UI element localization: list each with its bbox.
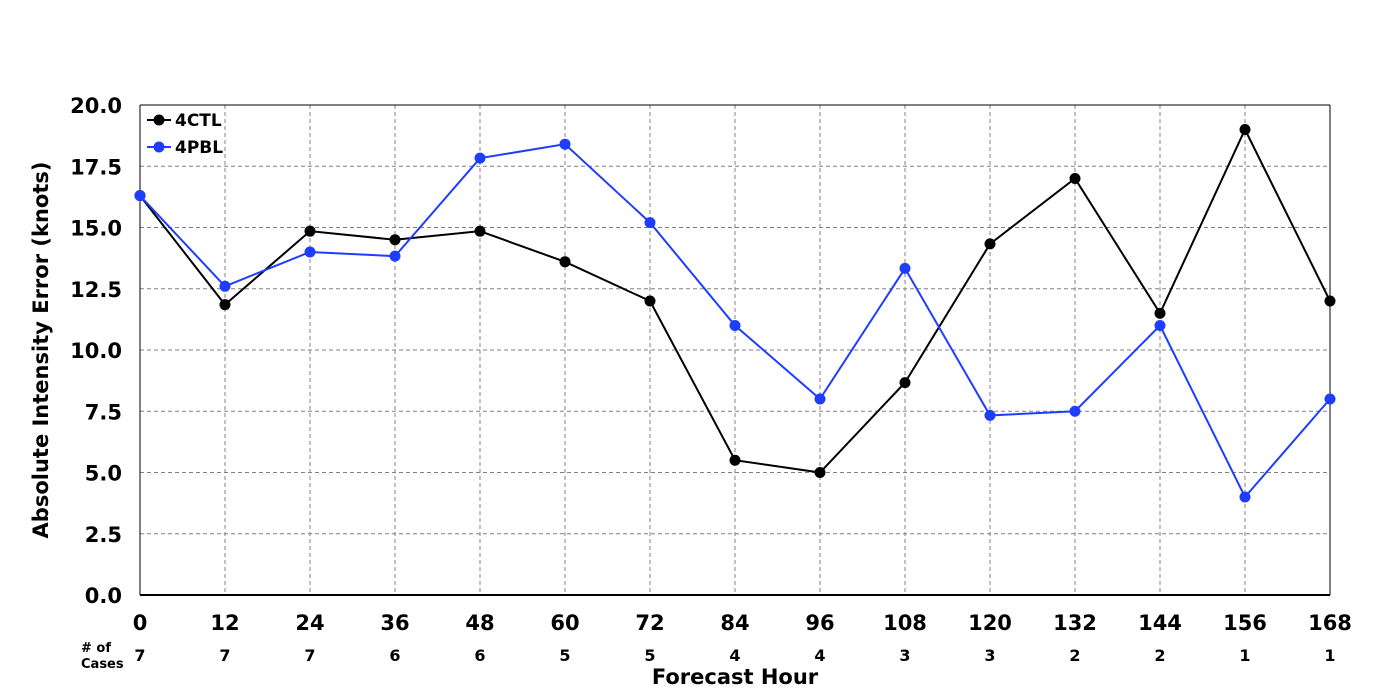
y-tick-label: 15.0 [70,217,122,241]
y-tick-label: 10.0 [70,339,122,363]
cases-value: 7 [304,646,315,665]
data-point-4PBL [304,246,316,258]
cases-value: 5 [559,646,570,665]
series-4PBL [134,138,1336,503]
data-point-4CTL [899,377,911,389]
grid-lines [140,104,1330,595]
data-point-4PBL [814,393,826,405]
x-tick-label: 0 [133,611,148,635]
y-tick-label: 7.5 [85,400,122,424]
x-tick-label: 168 [1308,611,1352,635]
cases-value: 2 [1154,646,1165,665]
cases-value: 6 [474,646,485,665]
y-tick-label: 2.5 [85,523,122,547]
data-point-4CTL [1324,295,1336,307]
x-tick-label: 96 [805,611,834,635]
x-tick-label: 60 [550,611,579,635]
data-point-4PBL [559,138,571,150]
x-tick-label: 36 [380,611,409,635]
data-point-4CTL [1239,124,1251,135]
cases-label-line2: Cases [81,657,124,672]
y-tick-label: 5.0 [85,462,122,486]
data-point-4PBL [1154,320,1166,331]
cases-value: 7 [134,646,145,665]
x-tick-label: 156 [1223,611,1267,635]
x-tick-label: 132 [1053,611,1097,635]
data-point-4PBL [1324,393,1336,405]
data-point-4CTL [559,256,571,268]
y-axis-title: Absolute Intensity Error (knots) [29,162,53,539]
legend-label-4CTL: 4CTL [175,111,222,131]
cases-value: 7 [219,646,230,665]
cases-value: 3 [899,646,910,665]
cases-row: # of Cases 7 7 7 6 6 5 5 4 4 3 3 2 2 1 1 [81,641,1336,672]
data-point-4PBL [389,250,401,262]
data-point-4CTL [1154,307,1166,319]
data-point-4CTL [984,238,996,250]
cases-value: 3 [984,646,995,665]
y-tick-label: 20.0 [70,94,122,118]
data-point-4CTL [814,467,826,478]
data-point-4CTL [1069,173,1081,184]
x-tick-label: 48 [465,611,494,635]
data-point-4PBL [1069,405,1081,417]
legend-marker-4CTL [153,114,165,126]
data-point-4PBL [134,190,146,202]
cases-value: 6 [389,646,400,665]
series-lines [134,124,1336,503]
cases-value: 4 [729,646,740,665]
x-tick-label: 24 [295,611,324,635]
data-point-4CTL [729,454,741,466]
y-tick-label: 12.5 [70,278,122,302]
y-tick-label: 0.0 [85,584,122,608]
cases-value: 5 [644,646,655,665]
data-point-4PBL [899,262,911,274]
data-point-4CTL [389,234,401,246]
data-point-4CTL [219,299,231,311]
x-tick-label: 120 [968,611,1012,635]
legend: 4CTL 4PBL [147,111,223,158]
x-tick-label: 12 [210,611,239,635]
tick-labels: 0.0 2.5 5.0 7.5 10.0 12.5 15.0 17.5 20.0 0 12 24 36 4… [70,94,1352,635]
x-tick-label: 72 [635,611,664,635]
data-point-4PBL [984,409,996,421]
x-tick-label: 144 [1138,611,1182,635]
data-point-4CTL [644,295,656,307]
x-axis-title: Forecast Hour [652,665,819,689]
data-point-4CTL [304,225,316,237]
data-point-4CTL [474,225,486,237]
legend-label-4PBL: 4PBL [175,138,223,158]
axes [139,104,1331,596]
x-tick-label: 84 [720,611,749,635]
x-tick-label: 108 [883,611,927,635]
series-4CTL [134,124,1336,478]
cases-value: 1 [1324,646,1335,665]
data-point-4PBL [729,320,741,331]
legend-marker-4PBL [153,141,165,153]
y-tick-label: 17.5 [70,155,122,179]
data-point-4PBL [474,152,486,164]
cases-label-line1: # of [81,641,111,656]
data-point-4PBL [219,280,231,292]
cases-value: 4 [814,646,825,665]
cases-value: 2 [1069,646,1080,665]
cases-value: 1 [1239,646,1250,665]
data-point-4PBL [1239,491,1251,503]
data-point-4PBL [644,217,656,229]
